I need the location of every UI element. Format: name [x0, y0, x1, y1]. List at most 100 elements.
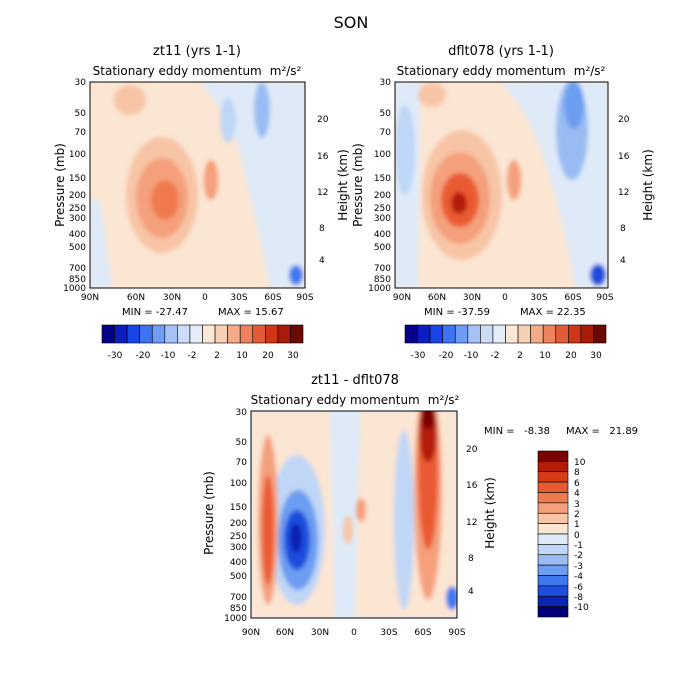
y-tick-label: 100 [374, 150, 391, 160]
contour-field [395, 82, 608, 288]
positive-region [418, 83, 446, 107]
negative-core [564, 82, 584, 129]
colorbar-cell [467, 324, 481, 344]
y2-axis: 20 16 12 8 4 Height (km) [618, 115, 655, 266]
x-tick-label: 60N [127, 293, 145, 303]
negative-core [290, 523, 302, 553]
colorbar-cell [537, 512, 569, 524]
negative-core [254, 82, 270, 138]
plot-frame [394, 81, 609, 289]
y-tick-label: 400 [69, 230, 86, 240]
x-tick-label: 90S [296, 293, 313, 303]
min-label: MIN = -27.47 [122, 307, 188, 318]
y-tick-label: 300 [230, 543, 247, 553]
panel-title: dflt078 (yrs 1-1) [448, 44, 554, 59]
negative-region [200, 82, 305, 288]
colorbar-cell [265, 324, 279, 344]
colorbar-label: 10 [236, 351, 248, 361]
colorbar-label: -10 [464, 351, 479, 361]
colorbar-cell [537, 471, 569, 483]
x-tick-label: 90S [448, 628, 465, 638]
x-tick-label: 0 [351, 628, 357, 638]
colorbar-cell [537, 481, 569, 493]
x-axis: 90N 60N 30N 0 30S 60S 90S [242, 628, 466, 638]
negative-core [220, 98, 236, 142]
y-tick-label: 850 [374, 275, 391, 285]
y2-axis: 20 16 12 8 4 Height (km) [317, 115, 350, 266]
x-tick-label: 30S [230, 293, 247, 303]
plot-frame [89, 81, 306, 289]
colorbar-vertical: 10 8 6 4 3 2 1 0 -1 -2 -3 -4 -6 -8 -10 [537, 450, 589, 618]
colorbar-label: -10 [574, 603, 589, 613]
colorbar-label: -6 [574, 583, 583, 593]
y2-axis: 20 16 12 8 4 Height (km) [466, 445, 497, 597]
y2-axis-label: Height (km) [483, 477, 497, 548]
y-tick-label: 700 [374, 264, 391, 274]
x-tick-label: 30S [530, 293, 547, 303]
subtitle-text: Stationary eddy momentum [251, 393, 420, 407]
colorbar-cell [537, 575, 569, 587]
colorbar-cells [101, 324, 304, 344]
colorbar-cells [404, 324, 607, 344]
positive-core [151, 180, 179, 220]
plot-frame [250, 410, 458, 619]
x-tick-label: 90N [393, 293, 411, 303]
x-tick-label: 30N [311, 628, 329, 638]
positive-region [114, 85, 146, 115]
colorbar-cell [227, 324, 241, 344]
y-tick-label: 1000 [224, 614, 247, 624]
colorbar-cell [537, 554, 569, 566]
colorbar-label: 10 [539, 351, 551, 361]
colorbar-cell [442, 324, 456, 344]
colorbar-cell [214, 324, 228, 344]
colorbar-cell [505, 324, 519, 344]
colorbar-label: -30 [108, 351, 123, 361]
colorbar-label: -10 [161, 351, 176, 361]
y-axis-label: Pressure (mb) [53, 143, 67, 227]
y2-axis-label: Height (km) [641, 149, 655, 220]
panel-subtitle: Stationary eddy momentum m²/s² [251, 393, 460, 407]
contour-field [251, 411, 457, 618]
x-tick-label: 90N [242, 628, 260, 638]
colorbar-cell [101, 324, 115, 344]
colorbar-cell [189, 324, 203, 344]
y2-tick-label: 16 [466, 481, 478, 491]
y2-tick-label: 20 [466, 445, 478, 455]
y-axis: 30 50 70 100 150 200 250 300 400 500 700… [53, 78, 86, 294]
x-axis: 90N 60N 30N 0 30S 60S 90S [81, 293, 314, 303]
colorbar-cell [537, 595, 569, 607]
negative-core [590, 264, 606, 286]
negative-core [446, 586, 457, 610]
panel-title: zt11 - dflt078 [311, 373, 399, 388]
colorbar-cell [537, 502, 569, 514]
y-tick-label: 30 [236, 408, 248, 418]
x-tick-label: 0 [502, 293, 508, 303]
y2-tick-label: 8 [468, 554, 474, 564]
panel-subtitle: Stationary eddy momentum m²/s² [93, 64, 302, 78]
y2-tick-label: 16 [618, 152, 630, 162]
colorbar-cell [480, 324, 494, 344]
x-tick-label: 90N [81, 293, 99, 303]
y-tick-label: 200 [374, 191, 391, 201]
subtitle-text: Stationary eddy momentum [93, 64, 262, 78]
colorbar-label: -4 [574, 572, 583, 582]
y-tick-label: 100 [69, 150, 86, 160]
max-label: MAX = 22.35 [520, 307, 586, 318]
y-tick-label: 400 [230, 558, 247, 568]
y2-tick-label: 4 [468, 587, 474, 597]
y-tick-label: 700 [69, 264, 86, 274]
y2-tick-label: 20 [317, 115, 329, 125]
y-tick-label: 150 [374, 174, 391, 184]
units-text: m²/s² [270, 64, 302, 78]
colorbar-cell [537, 533, 569, 545]
y2-tick-label: 4 [620, 256, 626, 266]
colorbar-label: -30 [411, 351, 426, 361]
colorbar-cell [177, 324, 191, 344]
max-label: MAX = 21.89 [566, 426, 638, 437]
y-tick-label: 500 [230, 572, 247, 582]
y-tick-label: 70 [236, 458, 248, 468]
colorbar-label: 10 [574, 458, 586, 468]
y-tick-label: 300 [374, 214, 391, 224]
y-tick-label: 250 [374, 204, 391, 214]
y-tick-label: 200 [230, 519, 247, 529]
